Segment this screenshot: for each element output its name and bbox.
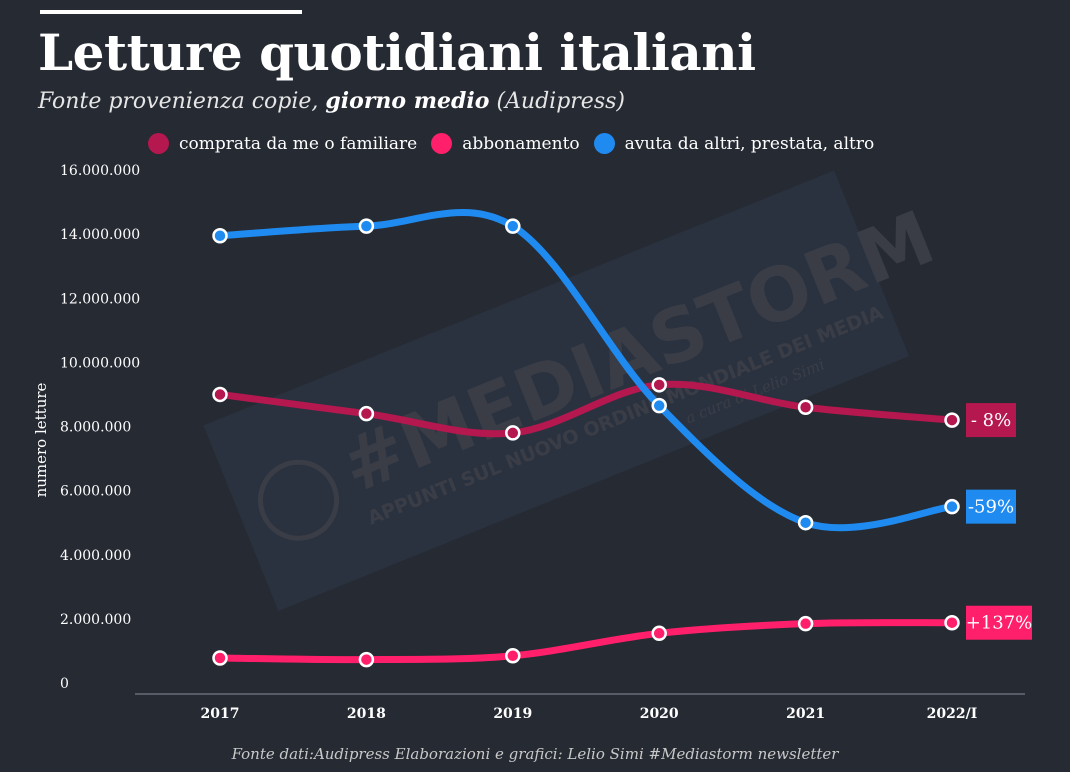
x-tick-label: 2020 — [640, 706, 679, 722]
data-point-abbonamento — [358, 651, 375, 668]
subtitle-bold: giorno medio — [325, 88, 490, 114]
y-tick-label: 0 — [60, 676, 69, 692]
data-point-avuta — [358, 218, 375, 234]
data-point-abbonamento — [212, 650, 228, 666]
legend-item-comprata: comprata da me o familiare — [148, 133, 417, 154]
page-title: Letture quotidiani italiani — [38, 23, 756, 82]
end-label-avuta: -59% — [966, 489, 1016, 524]
footer-credit: Fonte dati:Audipress Elaborazioni e graf… — [231, 745, 839, 763]
y-axis-ticks: 0 2.000.000 4.000.000 6.000.000 8.000.000 10.… — [60, 163, 140, 692]
y-tick-label: 8.000.000 — [60, 420, 131, 436]
subtitle-suffix: (Audipress) — [489, 89, 625, 114]
data-point-abbonamento — [505, 647, 521, 664]
series-line-abbonamento — [216, 619, 956, 664]
subtitle: Fonte provenienza copie, giorno medio (A… — [38, 88, 625, 114]
data-point-comprata — [358, 405, 375, 422]
end-labels: - 8% +137% -59% — [966, 403, 1033, 640]
legend-item-avuta: avuta da altri, prestata, altro — [593, 133, 875, 154]
watermark: #MEDIASTORM APPUNTI SUL NUOVO ORDINE MON… — [203, 170, 946, 611]
end-label-box-comprata — [966, 403, 1016, 438]
y-tick-label: 2.000.000 — [60, 612, 131, 628]
watermark-banner — [203, 170, 909, 611]
data-point-avuta — [797, 514, 814, 531]
subtitle-prefix: Fonte provenienza copie, — [38, 89, 326, 114]
legend: comprata da me o familiare abbonamento a… — [148, 133, 888, 154]
legend-label-comprata: comprata da me o familiare — [179, 133, 418, 154]
x-tick-label: 2022/I — [927, 706, 978, 722]
data-point-comprata — [944, 412, 960, 428]
x-tick-label: 2017 — [201, 706, 240, 722]
end-label-text-abbonamento: +137% — [966, 613, 1033, 634]
data-point-avuta — [944, 498, 960, 515]
data-point-comprata — [651, 377, 667, 393]
legend-label-avuta: avuta da altri, prestata, altro — [624, 133, 875, 154]
watermark-globe-icon — [258, 459, 340, 541]
y-tick-label: 6.000.000 — [60, 484, 131, 500]
series-line-comprata — [216, 380, 956, 438]
end-label-text-comprata: - 8% — [971, 410, 1011, 431]
y-tick-label: 16.000.000 — [60, 163, 140, 179]
data-point-abbonamento — [797, 615, 814, 632]
x-axis-ticks: 2017 2018 2019 2020 2021 2022/I — [201, 706, 978, 722]
data-point-comprata — [797, 399, 814, 416]
data-point-avuta — [212, 227, 228, 244]
x-tick-label: 2018 — [347, 706, 386, 722]
x-tick-label: 2021 — [786, 706, 825, 722]
end-label-box-avuta — [966, 489, 1016, 524]
x-tick-label: 2019 — [493, 706, 532, 722]
legend-dot-avuta — [593, 133, 615, 154]
data-point-avuta — [505, 218, 521, 234]
end-label-box-abbonamento — [966, 605, 1032, 640]
data-point-abbonamento — [944, 614, 960, 631]
end-label-comprata: - 8% — [966, 403, 1016, 438]
y-tick-label: 14.000.000 — [60, 227, 140, 243]
series-lines — [216, 209, 956, 664]
legend-dot-comprata — [148, 133, 169, 154]
end-label-abbonamento: +137% — [966, 605, 1033, 640]
legend-item-abbonamento: abbonamento — [431, 133, 580, 154]
y-tick-label: 10.000.000 — [60, 355, 140, 371]
data-point-abbonamento — [651, 625, 667, 642]
y-axis-label: numero letture — [32, 382, 50, 497]
line-chart: #MEDIASTORM APPUNTI SUL NUOVO ORDINE MON… — [32, 163, 1033, 722]
series-points — [212, 218, 960, 668]
series-line-avuta — [216, 209, 956, 532]
end-label-text-avuta: -59% — [968, 497, 1014, 518]
data-point-comprata — [212, 386, 228, 403]
legend-dot-abbonamento — [431, 133, 453, 154]
y-tick-label: 12.000.000 — [60, 291, 140, 307]
top-rule — [40, 10, 302, 14]
data-point-comprata — [505, 425, 521, 441]
legend-label-abbonamento: abbonamento — [462, 133, 580, 154]
y-tick-label: 4.000.000 — [60, 548, 131, 564]
data-point-avuta — [651, 397, 667, 414]
